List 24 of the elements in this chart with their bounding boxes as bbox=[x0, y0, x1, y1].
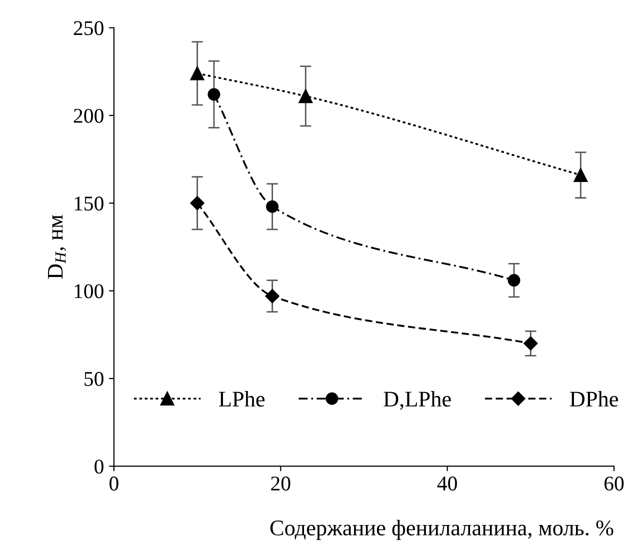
point bbox=[574, 168, 588, 182]
x-axis-title: Содержание фенилаланина, моль. % bbox=[270, 520, 614, 540]
point bbox=[524, 336, 538, 351]
point bbox=[190, 196, 204, 210]
y-axis-title: D$_{H}$, нм bbox=[48, 215, 66, 279]
x-tick-label: 60 bbox=[604, 476, 624, 491]
point bbox=[266, 200, 279, 213]
y-tick-label: 250 bbox=[74, 21, 104, 36]
y-tick-label: 0 bbox=[94, 460, 104, 474]
legend-label: DPhe bbox=[570, 390, 618, 407]
point bbox=[208, 88, 220, 101]
y-tick-label: 50 bbox=[84, 372, 104, 386]
legend-label: D,LPhe bbox=[384, 390, 451, 410]
point bbox=[265, 289, 280, 304]
point bbox=[508, 274, 520, 287]
y-tick-label: 100 bbox=[74, 284, 104, 298]
point bbox=[298, 89, 313, 104]
y-tick-label: 200 bbox=[74, 108, 104, 123]
x-tick-label: 0 bbox=[110, 476, 118, 491]
y-tick-label: 150 bbox=[74, 196, 104, 211]
point bbox=[190, 66, 204, 80]
legend-label: LPhe bbox=[219, 390, 265, 407]
x-tick-label: 20 bbox=[271, 476, 290, 491]
x-tick-label: 40 bbox=[437, 476, 457, 491]
